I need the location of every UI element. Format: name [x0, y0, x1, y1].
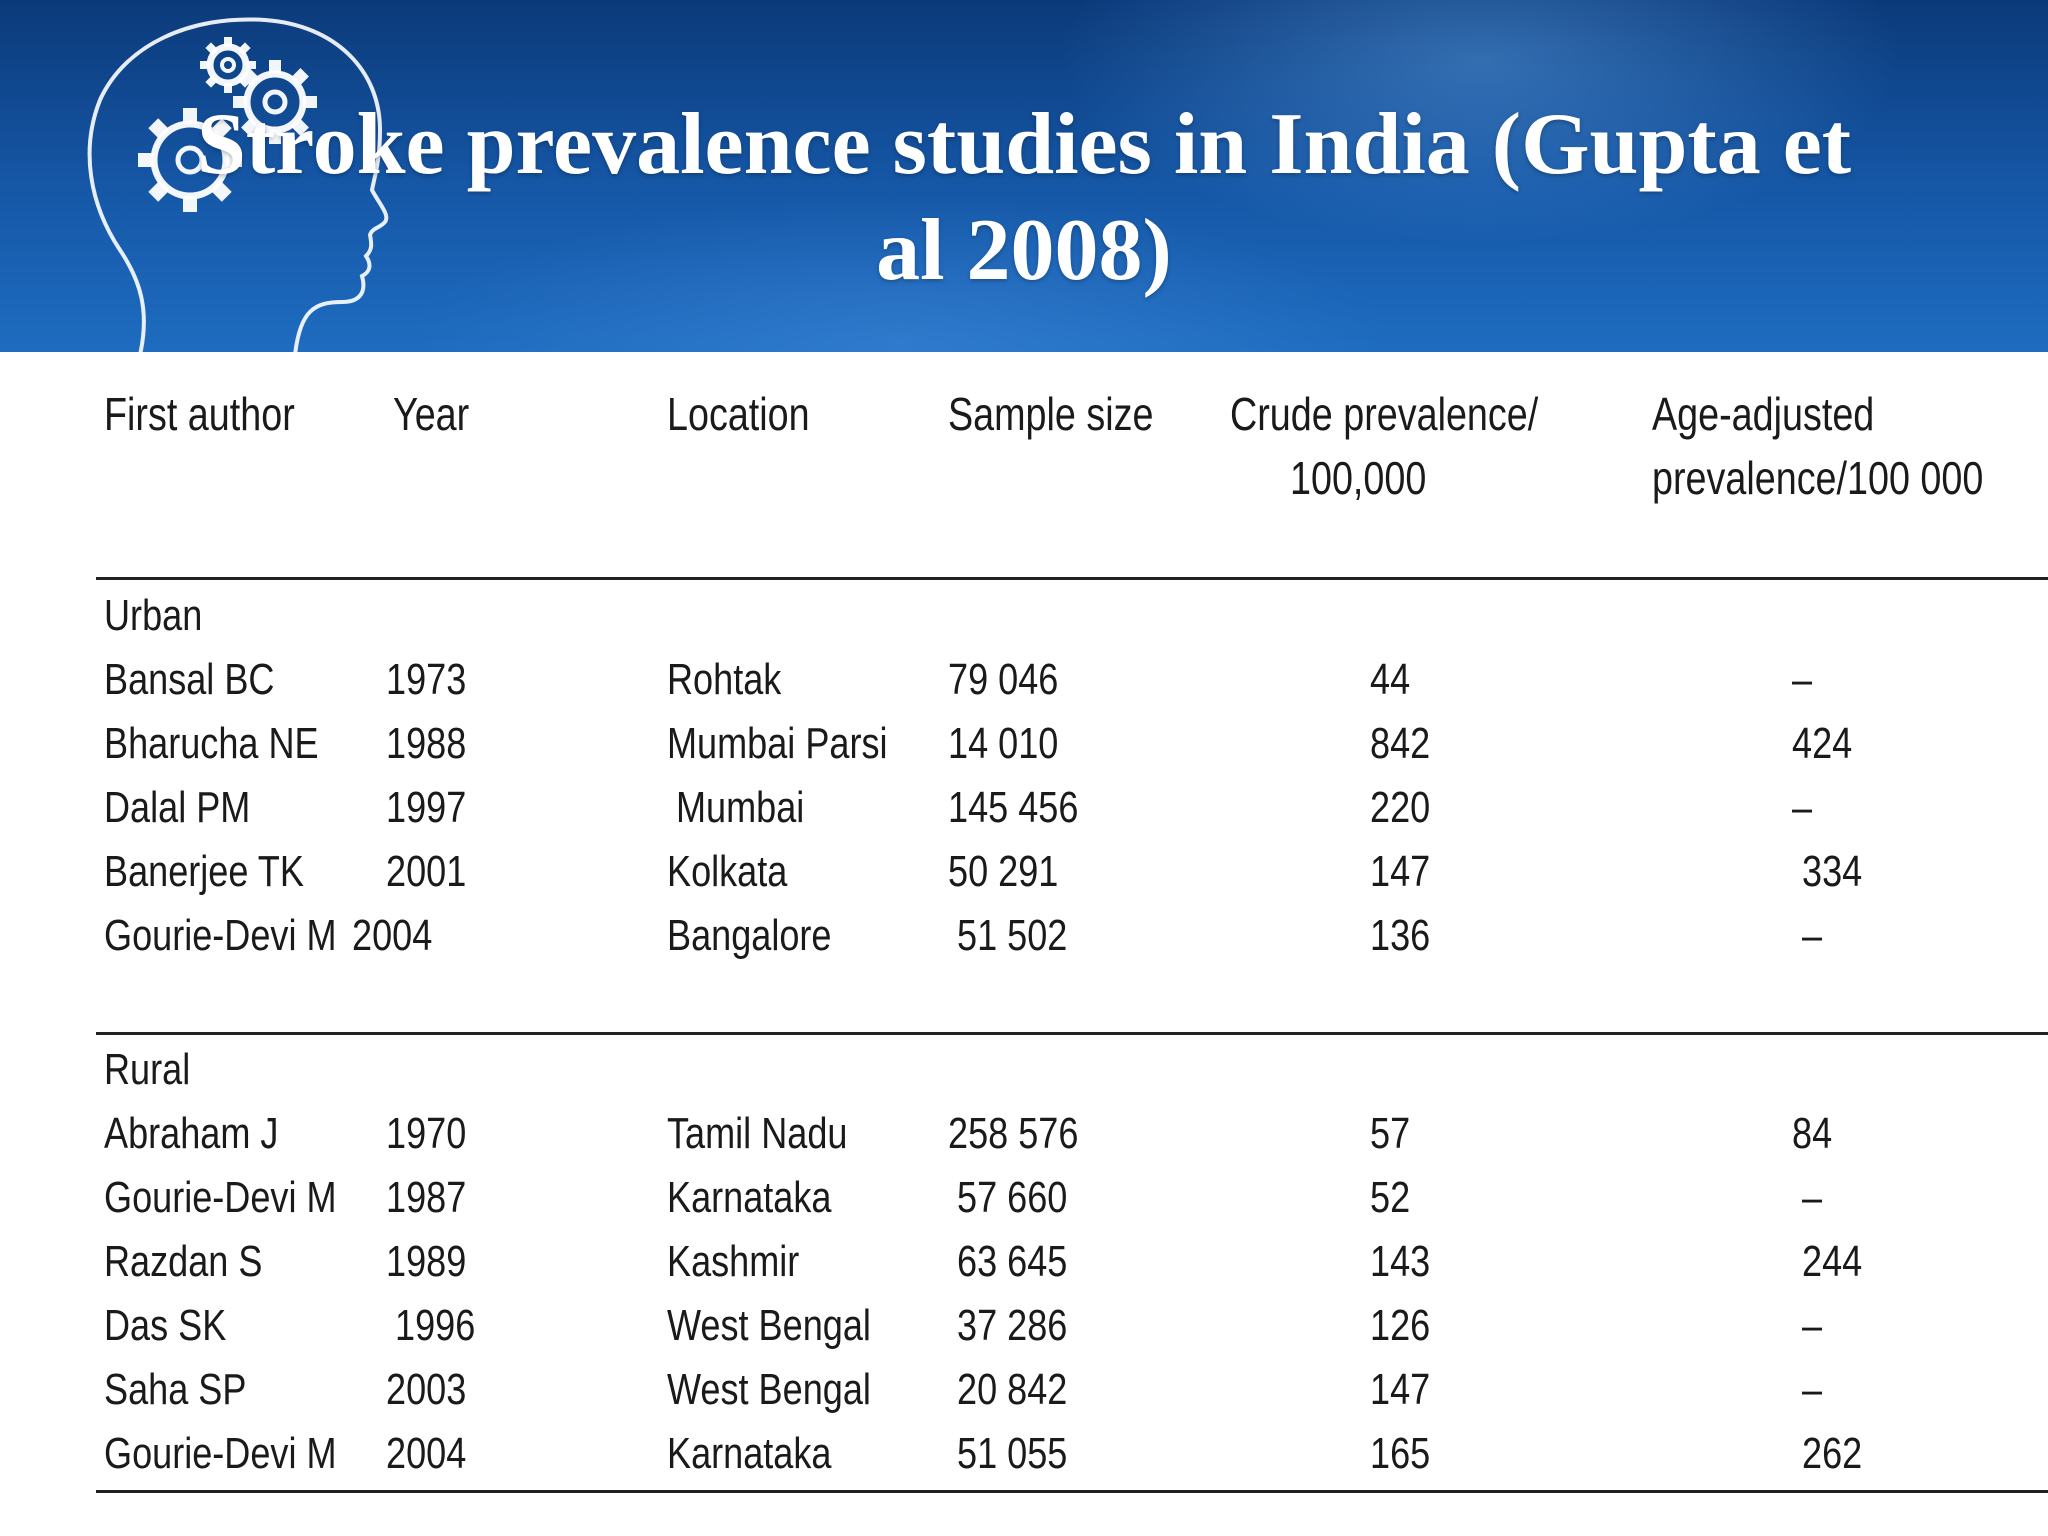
table-cell-author: Dalal PM [104, 783, 251, 832]
table-cell-crude-prevalence: 126 [1370, 1301, 1431, 1350]
table-cell-location: Kashmir [667, 1237, 800, 1286]
table-cell-age-adjusted: – [1802, 1365, 1823, 1414]
table-cell-crude-prevalence: 52 [1370, 1173, 1411, 1222]
table-cell-year: 1973 [386, 655, 467, 704]
header-first-author: First author [104, 388, 295, 440]
header-year: Year [393, 388, 470, 440]
section-rule [96, 1032, 2048, 1035]
table-cell-age-adjusted: – [1802, 1301, 1823, 1350]
table-cell-year: 2001 [386, 847, 467, 896]
table-cell-age-adjusted: 244 [1802, 1237, 1863, 1286]
table-cell-age-adjusted: – [1802, 911, 1823, 960]
table-cell-year: 1970 [386, 1109, 467, 1158]
table-cell-year: 1989 [386, 1237, 467, 1286]
table-cell-author: Gourie-Devi M [104, 1173, 337, 1222]
table-cell-crude-prevalence: 57 [1370, 1109, 1411, 1158]
table-cell-author: Gourie-Devi M [104, 1429, 337, 1478]
table-cell-author: Bansal BC [104, 655, 275, 704]
slide-title-line-1: Stroke prevalence studies in India (Gupt… [196, 96, 1852, 193]
table-cell-age-adjusted: – [1792, 783, 1813, 832]
table-cell-author: Bharucha NE [104, 719, 319, 768]
table-cell-crude-prevalence: 165 [1370, 1429, 1431, 1478]
head-gears-icon [87, 17, 389, 352]
table-cell-author: Razdan S [104, 1237, 263, 1286]
table-cell-crude-prevalence: 143 [1370, 1237, 1431, 1286]
table-cell-age-adjusted: – [1802, 1173, 1823, 1222]
table-cell-location: Kolkata [667, 847, 788, 896]
table-cell-crude-prevalence: 44 [1370, 655, 1411, 704]
table-cell-sample-size: 51 502 [957, 911, 1068, 960]
header-location: Location [667, 388, 810, 440]
section-label-rural: Rural [104, 1045, 191, 1094]
table-cell-location: Karnataka [667, 1429, 832, 1478]
table-cell-crude-prevalence: 842 [1370, 719, 1431, 768]
table-cell-sample-size: 79 046 [948, 655, 1059, 704]
table-cell-sample-size: 14 010 [948, 719, 1059, 768]
table-cell-year: 2004 [352, 911, 433, 960]
table-cell-location: Bangalore [667, 911, 832, 960]
table-cell-age-adjusted: – [1792, 655, 1813, 704]
table-cell-age-adjusted: 334 [1802, 847, 1863, 896]
table-cell-age-adjusted: 424 [1792, 719, 1853, 768]
table-cell-year: 2004 [386, 1429, 467, 1478]
table-cell-crude-prevalence: 147 [1370, 1365, 1431, 1414]
table-cell-sample-size: 20 842 [957, 1365, 1068, 1414]
header-crude-prevalence-line-2: 100,000 [1290, 452, 1427, 504]
table-cell-sample-size: 258 576 [948, 1109, 1079, 1158]
table-cell-sample-size: 50 291 [948, 847, 1059, 896]
header-age-adjusted-line-1: Age-adjusted [1652, 388, 1875, 440]
table-cell-location: West Bengal [667, 1365, 871, 1414]
banner-glow [0, 0, 2048, 352]
prevalence-table: First author Year Location Sample size C… [0, 352, 2048, 1536]
table-cell-age-adjusted: 262 [1802, 1429, 1863, 1478]
slide-title: Stroke prevalence studies in India (Gupt… [0, 92, 2048, 304]
table-cell-location: Mumbai Parsi [667, 719, 888, 768]
header-sample-size: Sample size [948, 388, 1154, 440]
table-cell-sample-size: 37 286 [957, 1301, 1068, 1350]
bottom-rule [96, 1490, 2048, 1493]
table-cell-crude-prevalence: 220 [1370, 783, 1431, 832]
table-cell-location: West Bengal [667, 1301, 871, 1350]
table-cell-crude-prevalence: 147 [1370, 847, 1431, 896]
table-cell-author: Gourie-Devi M [104, 911, 337, 960]
table-cell-sample-size: 63 645 [957, 1237, 1068, 1286]
title-banner: Stroke prevalence studies in India (Gupt… [0, 0, 2048, 352]
table-cell-author: Banerjee TK [104, 847, 304, 896]
table-cell-year: 1987 [386, 1173, 467, 1222]
table-cell-location: Tamil Nadu [667, 1109, 848, 1158]
table-cell-author: Das SK [104, 1301, 227, 1350]
slide-title-line-2: al 2008) [876, 202, 1172, 299]
table-cell-author: Abraham J [104, 1109, 279, 1158]
table-cell-crude-prevalence: 136 [1370, 911, 1431, 960]
table-cell-sample-size: 51 055 [957, 1429, 1068, 1478]
section-label-urban: Urban [104, 591, 203, 640]
table-cell-year: 2003 [386, 1365, 467, 1414]
table-cell-location: Karnataka [667, 1173, 832, 1222]
table-cell-location: Rohtak [667, 655, 782, 704]
table-cell-author: Saha SP [104, 1365, 247, 1414]
table-cell-location: Mumbai [676, 783, 805, 832]
header-crude-prevalence-line-1: Crude prevalence/ [1230, 388, 1539, 440]
table-cell-sample-size: 57 660 [957, 1173, 1068, 1222]
table-cell-year: 1988 [386, 719, 467, 768]
table-cell-sample-size: 145 456 [948, 783, 1079, 832]
table-cell-year: 1996 [395, 1301, 476, 1350]
table-cell-age-adjusted: 84 [1792, 1109, 1833, 1158]
table-cell-year: 1997 [386, 783, 467, 832]
header-age-adjusted-line-2: prevalence/100 000 [1652, 452, 1984, 504]
header-rule [96, 577, 2048, 580]
